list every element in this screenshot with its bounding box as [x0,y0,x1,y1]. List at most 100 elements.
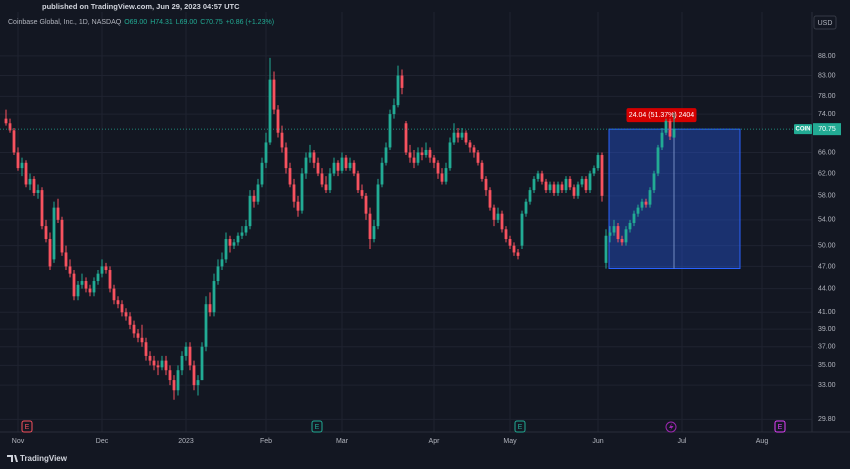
candle-body [52,207,56,260]
candle-body [4,118,8,124]
candle-body [444,168,448,182]
candle-body [572,187,576,196]
event-label: E [25,424,30,431]
x-tick-label: Nov [12,438,25,445]
event-marker [774,420,786,433]
event-label: E [778,424,783,431]
x-tick-label: Apr [429,438,441,445]
candle-body [40,190,44,227]
y-tick-label: 66.00 [818,149,836,156]
split-event [665,421,677,433]
x-tick-label: May [503,438,517,445]
candle-body [392,105,396,115]
candle-body [44,226,48,240]
candle-body [148,355,152,361]
candle-body [292,184,296,202]
candle-body [612,226,616,233]
candle-body [236,235,240,243]
x-tick-label: Feb [260,438,272,445]
candle-body [220,259,224,267]
candle-body [356,173,360,191]
x-tick-label: Dec [96,438,109,445]
y-tick-label: 74.00 [818,111,836,118]
candle-body [400,75,404,88]
y-tick-label: 44.00 [818,285,836,292]
candle-body [596,155,600,169]
candle-body [452,132,456,143]
candle-body [548,184,552,191]
legend-change: +0.86 (+1.23%) [226,19,274,26]
candle-body [432,157,436,163]
candle-body [348,162,352,169]
candle-body [200,346,204,381]
candle-body [132,324,136,334]
candle-body [188,346,192,366]
candle-body [524,201,528,214]
candle-body [436,162,440,174]
candle-body [128,316,132,325]
y-tick-label: 39.00 [818,326,836,333]
candle-body [656,147,660,174]
candle-body [564,178,568,191]
candle-body [172,380,176,391]
candle-body [624,229,628,243]
candle-body [300,173,304,211]
candle-body [576,184,580,196]
candle-body [620,239,624,243]
footer [0,450,850,469]
candle-body [92,281,96,293]
candle-body [212,281,216,313]
candle-body [560,184,564,191]
candle-body [196,380,200,386]
brand: TradingView [20,454,68,463]
candle-body [16,152,20,169]
event-marker [311,420,323,433]
candle-body [512,245,516,253]
candle-body [124,312,128,317]
candle-body [192,365,196,386]
candle-body [164,360,168,371]
candle-body [500,213,504,230]
candle-body [24,162,28,185]
candle-body [240,232,244,236]
candle-body [472,147,476,153]
candle-body [608,232,612,236]
candle-body [60,219,64,253]
candle-body [284,147,288,169]
candle-body [312,152,316,163]
candle-body [536,173,540,179]
candle-body [256,184,260,202]
candle-body [412,157,416,163]
candle-body [344,157,348,169]
candle-body [664,120,668,133]
candle-body [68,266,72,274]
candle-body [232,242,236,246]
candle-body [360,190,364,196]
candle-body [96,273,100,282]
y-tick-label: 37.00 [818,344,836,351]
y-tick-label: 62.00 [818,170,836,177]
candle-body [320,173,324,185]
candle-body [632,213,636,223]
measure-label-box [626,108,697,123]
candle-body [36,190,40,193]
candle-body [648,190,652,205]
y-tick-label: 54.00 [818,217,836,224]
candle-body [520,213,524,246]
candle-body [540,173,544,182]
candle-body [516,252,520,256]
candle-body [264,142,268,163]
measure-layer: 24.04 (51.37%) 2404 [608,108,741,270]
candle-body [492,207,496,220]
candle-body [136,333,140,338]
candle-body [140,337,144,343]
candle-body [184,346,188,356]
legend-low: L69.00 [176,19,198,26]
candle-body [76,284,80,297]
candle-body [176,370,180,391]
currency: USD [818,20,833,27]
candle-body [352,162,356,174]
candle-body [104,266,108,271]
